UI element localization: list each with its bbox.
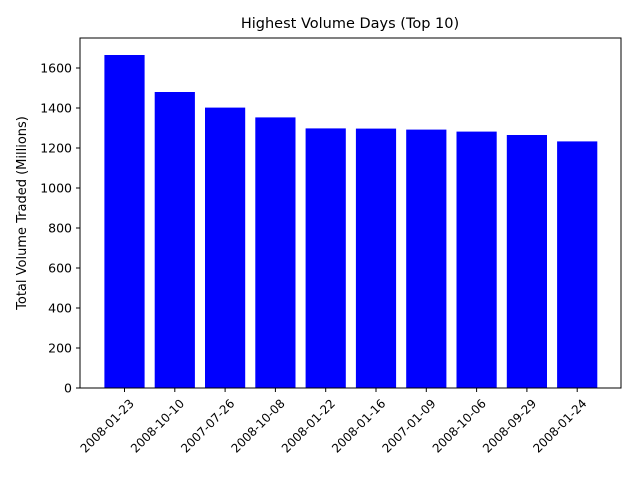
- y-tick-label: 600: [48, 261, 72, 276]
- bar-2008-10-06: [456, 131, 497, 388]
- bar-2007-01-09: [406, 129, 447, 388]
- y-tick-label: 200: [48, 341, 72, 356]
- y-tick-label: 1400: [40, 101, 72, 116]
- bar-2008-09-29: [506, 135, 547, 388]
- y-tick-label: 1200: [40, 141, 72, 156]
- y-tick-label: 1000: [40, 181, 72, 196]
- x-tick-label: 2008-01-24: [530, 396, 589, 455]
- bar-2008-01-16: [355, 128, 397, 388]
- bar-2007-07-26: [205, 107, 246, 388]
- y-tick-label: 1600: [40, 61, 72, 76]
- bar-2008-01-23: [104, 55, 145, 388]
- y-tick-label: 800: [48, 221, 72, 236]
- y-tick-label: 0: [64, 381, 72, 396]
- plot-frame: [79, 37, 622, 389]
- bar-2008-10-08: [255, 117, 296, 389]
- chart-title: Highest Volume Days (Top 10): [241, 16, 459, 32]
- bar-2008-01-24: [557, 141, 598, 388]
- y-axis-label: Total Volume Traded (Millions): [15, 116, 30, 311]
- y-tick-label: 400: [48, 301, 72, 316]
- bar-2008-10-10: [154, 92, 195, 388]
- bars-layer: [104, 55, 598, 389]
- bar-2008-01-22: [305, 128, 346, 388]
